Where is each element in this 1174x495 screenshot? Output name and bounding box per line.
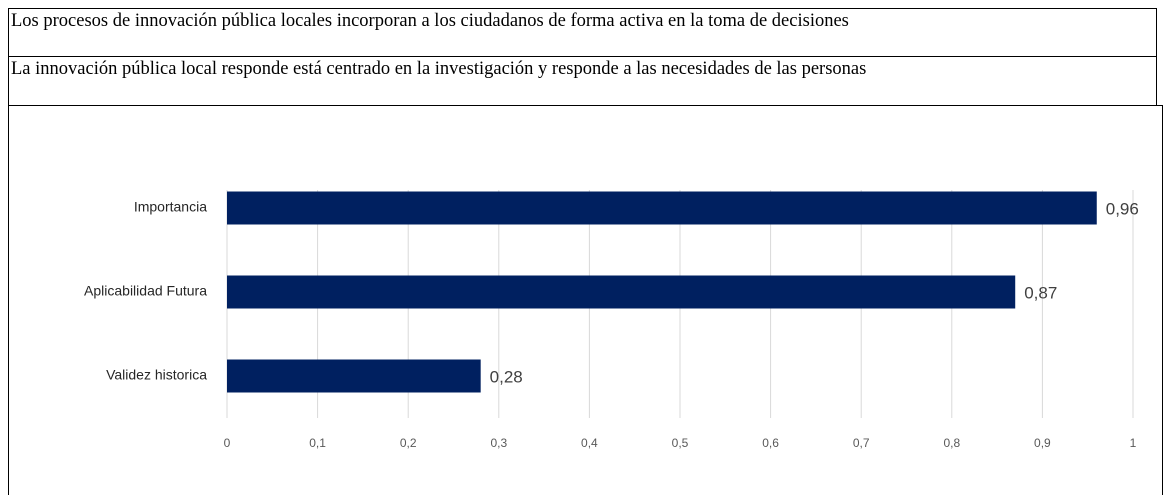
bar xyxy=(227,359,481,393)
value-label: 0,87 xyxy=(1024,283,1057,302)
x-tick-label: 0,7 xyxy=(853,436,870,450)
x-tick-label: 0,5 xyxy=(672,436,689,450)
x-tick-label: 0,8 xyxy=(943,436,960,450)
x-tick-label: 0,6 xyxy=(762,436,779,450)
x-tick-label: 0 xyxy=(224,436,231,450)
bar xyxy=(227,275,1016,309)
x-tick-label: 0,3 xyxy=(490,436,507,450)
chart-cell xyxy=(8,105,1163,495)
x-tick-label: 0,4 xyxy=(581,436,598,450)
x-tick-label: 0,9 xyxy=(1034,436,1051,450)
y-tick-label: Validez historica xyxy=(106,367,207,383)
y-tick-label: Aplicabilidad Futura xyxy=(84,283,207,299)
table-row: La innovación pública local responde est… xyxy=(8,56,1157,106)
value-label: 0,28 xyxy=(490,367,523,386)
x-tick-label: 1 xyxy=(1130,436,1137,450)
x-tick-label: 0,1 xyxy=(309,436,326,450)
y-tick-label: Importancia xyxy=(134,199,207,215)
value-label: 0,96 xyxy=(1106,199,1139,218)
x-tick-label: 0,2 xyxy=(400,436,417,450)
table-row: Los procesos de innovación pública local… xyxy=(8,8,1157,57)
bar xyxy=(227,191,1097,225)
